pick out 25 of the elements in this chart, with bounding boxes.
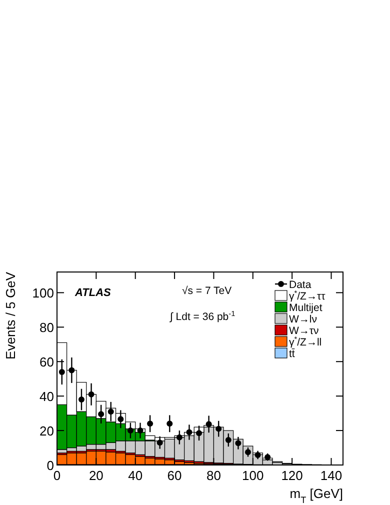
x-axis-title: m$_{T}$ [GeV] (290, 486, 343, 505)
legend-label: tt̄ (289, 348, 296, 360)
x-tick-label: 120 (281, 468, 303, 483)
x-tick-label: 80 (206, 468, 221, 483)
legend-label: W→τν (289, 325, 319, 337)
legend-label: W→lν (289, 314, 317, 326)
legend-label: Data (289, 279, 312, 291)
annotation: ∫ Ldt = 36 pb$^{-1}$ (169, 308, 236, 323)
annotation: ATLAS (74, 287, 112, 299)
legend-label: γ$^{*}$/Z→ll (289, 334, 322, 348)
x-tick-label: 140 (320, 468, 342, 483)
y-tick-label: 100 (32, 286, 54, 301)
annotation: √s = 7 TeV (182, 285, 232, 297)
legend-label: γ$^{*}$/Z→ττ (289, 288, 326, 302)
x-tick-label: 40 (128, 468, 143, 483)
y-tick-label: 0 (46, 458, 54, 473)
legend-label: Multijet (289, 302, 322, 314)
y-tick-label: 40 (40, 389, 54, 404)
y-tick-label: 60 (40, 354, 54, 370)
y-axis-title: Events / 5 GeV (3, 272, 18, 360)
y-tick-label: 80 (40, 320, 54, 336)
x-tick-label: 60 (167, 468, 182, 483)
x-tick-label: 20 (88, 468, 104, 483)
x-tick-label: 100 (242, 468, 264, 483)
y-tick-label: 20 (40, 424, 54, 439)
